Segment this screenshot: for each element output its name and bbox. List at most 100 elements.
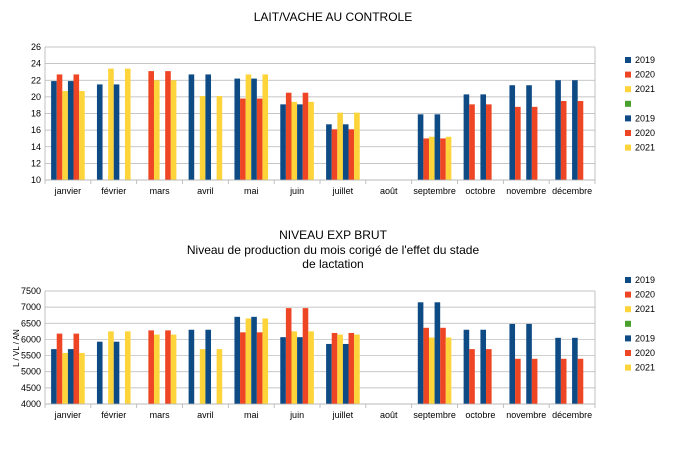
bar-juillet-2020-4 xyxy=(348,129,355,180)
bar-septembre-2020-4 xyxy=(440,327,446,404)
bar-avril-2021-2 xyxy=(199,96,206,180)
legend-label-2019: 2019 xyxy=(635,333,655,343)
bar-juillet-2019-3 xyxy=(342,343,349,404)
y-tick-label: 4500 xyxy=(21,383,41,393)
bar-fevrier-2021-2 xyxy=(108,68,114,180)
x-tick-label-avril: avril xyxy=(197,410,214,420)
bar-novembre-2019-3 xyxy=(526,323,532,404)
bar-janvier-2019-3 xyxy=(67,349,74,404)
legend-swatch xyxy=(625,335,631,342)
chart-2-subtitle-line-2: de lactation xyxy=(302,257,363,271)
bar-juin-2021-2 xyxy=(291,101,298,180)
legend-label-2021: 2021 xyxy=(635,84,655,94)
y-tick-label: 22 xyxy=(31,75,41,85)
bar-janvier-2021-2 xyxy=(62,91,68,180)
bar-mars-2020-1 xyxy=(148,71,154,180)
bar-septembre-2019-0 xyxy=(417,114,424,180)
y-tick-label: 20 xyxy=(31,92,41,102)
x-tick-label-mars: mars xyxy=(150,186,170,196)
bar-novembre-2020-4 xyxy=(531,358,538,404)
bar-juillet-2020-1 xyxy=(331,332,338,404)
legend-label-2019: 2019 xyxy=(635,275,655,285)
bar-avril-2019-0 xyxy=(188,74,195,180)
bar-fevrier-2019-0 xyxy=(96,341,103,404)
bar-mai-2021-2 xyxy=(245,74,252,180)
bar-decembre-2019-3 xyxy=(572,80,578,180)
bar-mars-2020-4 xyxy=(165,330,171,404)
y-tick-label: 24 xyxy=(31,59,41,69)
bar-novembre-2020-1 xyxy=(515,106,521,180)
bar-juin-2020-1 xyxy=(285,92,292,180)
bar-juillet-2019-0 xyxy=(326,124,332,180)
bar-octobre-2020-4 xyxy=(486,349,492,404)
bar-mai-2021-2 xyxy=(245,318,252,404)
bar-novembre-2019-0 xyxy=(509,323,516,404)
x-tick-label-fevrier: février xyxy=(101,186,126,196)
bar-mai-2021-5 xyxy=(262,318,269,404)
bar-juillet-2021-5 xyxy=(354,334,360,404)
bar-janvier-2021-5 xyxy=(79,91,85,180)
bar-juillet-2019-3 xyxy=(342,124,349,180)
bar-decembre-2020-1 xyxy=(560,358,567,404)
legend-swatch xyxy=(625,350,631,356)
bar-mai-2019-0 xyxy=(234,78,241,180)
bar-fevrier-2021-5 xyxy=(124,68,131,180)
bar-septembre-2019-0 xyxy=(417,302,424,404)
bar-juin-2020-1 xyxy=(285,308,292,404)
chart-2-plot: 4000 4500 5000 5500 6000 6500 7000 7500 janvier f… xyxy=(21,286,596,420)
bar-mars-2020-1 xyxy=(148,330,154,404)
bar-septembre-2021-2 xyxy=(428,136,435,180)
bar-janvier-2019-0 xyxy=(51,349,57,404)
legend-swatch xyxy=(625,115,631,122)
legend-label-2021: 2021 xyxy=(635,143,655,153)
x-tick-label-septembre: septembre xyxy=(413,410,456,420)
bar-octobre-2019-3 xyxy=(480,329,487,404)
legend-swatch xyxy=(625,57,631,63)
x-tick-label-mars: mars xyxy=(150,410,170,420)
bar-juin-2020-4 xyxy=(302,92,309,180)
legend-label-2020: 2020 xyxy=(635,128,655,138)
chart-2-subtitle-line-1: Niveau de production du mois corigé de l… xyxy=(187,243,480,257)
bar-decembre-2019-0 xyxy=(555,337,561,404)
bar-septembre-2020-1 xyxy=(423,138,429,180)
legend-swatch xyxy=(625,306,631,313)
x-tick-label-janvier: janvier xyxy=(54,186,82,196)
bar-mai-2020-1 xyxy=(240,332,246,404)
bar-fevrier-2019-3 xyxy=(113,341,120,404)
bar-fevrier-2019-0 xyxy=(96,84,103,180)
legend-swatch xyxy=(625,291,631,298)
x-tick-label-juin: juin xyxy=(289,410,304,420)
y-tick-label: 14 xyxy=(31,142,41,152)
chart-2-title: NIVEAU EXP BRUT xyxy=(279,228,387,242)
legend-label-2020: 2020 xyxy=(635,348,655,358)
bar-mai-2019-3 xyxy=(251,316,257,404)
x-tick-label-octobre: octobre xyxy=(465,186,495,196)
bar-mars-2021-5 xyxy=(170,80,177,180)
bar-octobre-2020-1 xyxy=(469,349,475,404)
bar-octobre-2020-4 xyxy=(486,104,492,180)
y-tick-label: 5000 xyxy=(21,367,41,377)
bar-janvier-2020-4 xyxy=(73,74,80,180)
legend-swatch xyxy=(625,100,631,107)
bar-mars-2021-5 xyxy=(170,334,177,404)
bar-mai-2020-4 xyxy=(256,332,263,404)
x-tick-label-juin: juin xyxy=(289,186,304,196)
y-tick-label: 7000 xyxy=(21,302,41,312)
bar-novembre-2020-4 xyxy=(531,106,538,180)
x-tick-label-fevrier: février xyxy=(101,410,126,420)
bar-decembre-2020-4 xyxy=(577,358,584,404)
bar-decembre-2020-1 xyxy=(560,101,567,180)
bar-mars-2021-2 xyxy=(153,80,160,180)
legend-label-2019: 2019 xyxy=(635,113,655,123)
bar-janvier-2019-3 xyxy=(67,81,74,180)
bar-avril-2019-0 xyxy=(188,329,195,404)
bar-mars-2020-4 xyxy=(165,71,171,180)
y-tick-label: 16 xyxy=(31,125,41,135)
bar-juin-2020-4 xyxy=(302,308,309,404)
bar-mai-2019-3 xyxy=(251,78,257,180)
bar-septembre-2020-4 xyxy=(440,138,446,180)
bar-avril-2021-5 xyxy=(216,349,223,404)
bar-juin-2021-5 xyxy=(308,331,314,404)
bar-avril-2021-2 xyxy=(199,349,206,404)
bar-fevrier-2021-5 xyxy=(124,331,131,404)
